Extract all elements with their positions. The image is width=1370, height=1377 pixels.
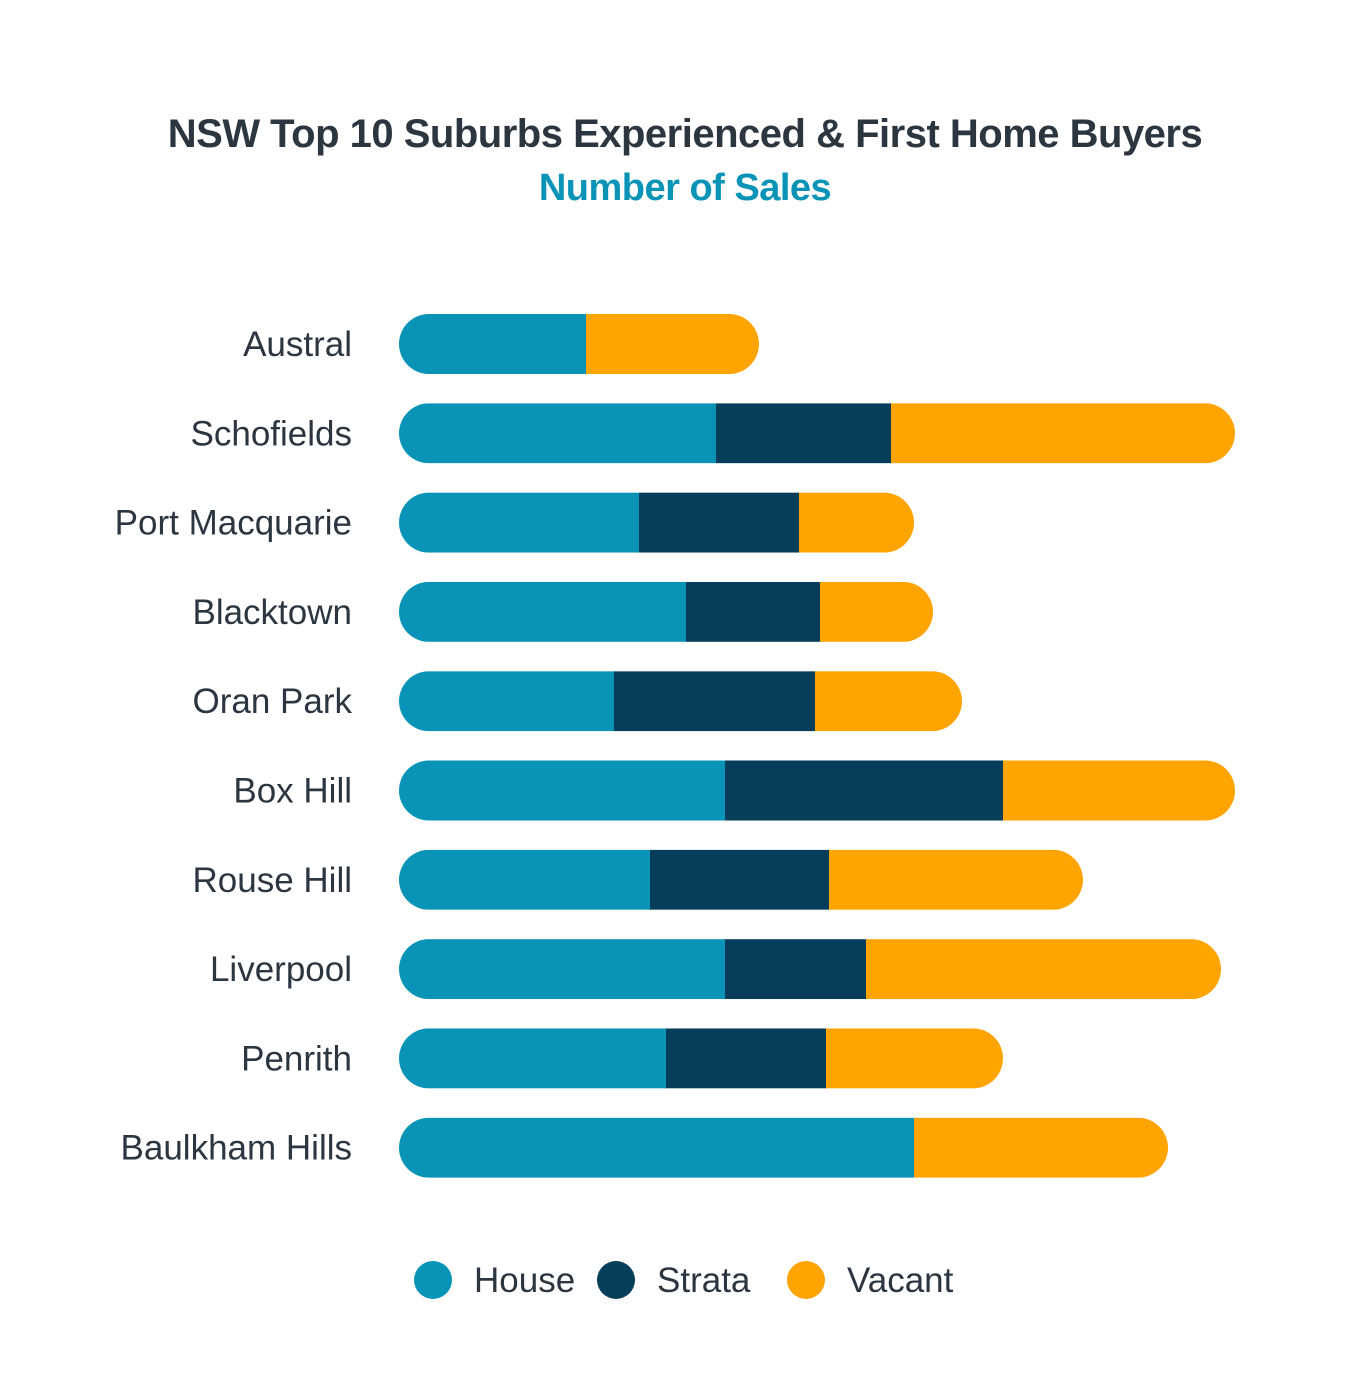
bar-row-blacktown (399, 581, 933, 642)
bar-segment-vacant-austral (586, 314, 759, 374)
category-label-rouse-hill: Rouse Hill (193, 861, 353, 900)
bar-segment-house-liverpool (399, 939, 726, 1000)
category-label-port-macquarie: Port Macquarie (115, 504, 352, 543)
bar-segment-strata-rouse-hill (650, 849, 830, 910)
legend: House Strata Vacant (414, 1261, 954, 1300)
bar-row-austral (399, 314, 759, 374)
bar-segment-vacant-liverpool (866, 939, 1221, 1000)
bar-segment-vacant-schofields (891, 403, 1235, 464)
chart-title: NSW Top 10 Suburbs Experienced & First H… (167, 112, 1203, 156)
bar-segment-strata-penrith (666, 1028, 827, 1089)
category-label-oran-park: Oran Park (193, 682, 353, 721)
bar-row-port-macquarie (399, 492, 914, 553)
legend-swatch-house (414, 1261, 452, 1299)
bar-segment-strata-liverpool (725, 939, 867, 1000)
bar-row-box-hill (399, 760, 1235, 821)
bar-segment-vacant-oran-park (815, 671, 962, 732)
bar-segment-house-blacktown (399, 581, 687, 642)
bar-row-schofields (399, 403, 1235, 464)
bars-layer (399, 314, 1235, 1178)
bar-segment-house-baulkham-hills (399, 1117, 915, 1178)
bar-row-rouse-hill (399, 849, 1083, 910)
bar-segment-strata-box-hill (725, 760, 1004, 821)
bar-segment-vacant-blacktown (820, 581, 933, 642)
bar-segment-house-port-macquarie (399, 492, 640, 553)
bar-segment-vacant-port-macquarie (799, 492, 914, 553)
bar-segment-house-austral (399, 314, 587, 374)
bar-row-liverpool (399, 939, 1221, 1000)
bar-segment-house-schofields (399, 403, 717, 464)
bar-segment-house-penrith (399, 1028, 667, 1089)
bar-segment-strata-port-macquarie (639, 492, 800, 553)
category-label-penrith: Penrith (241, 1039, 352, 1078)
bar-row-penrith (399, 1028, 1003, 1089)
bar-segment-house-oran-park (399, 671, 615, 732)
category-label-austral: Austral (243, 325, 352, 364)
category-label-baulkham-hills: Baulkham Hills (121, 1129, 352, 1168)
bar-segment-house-rouse-hill (399, 849, 651, 910)
bar-row-baulkham-hills (399, 1117, 1168, 1178)
bar-segment-vacant-baulkham-hills (914, 1117, 1168, 1178)
category-labels: Austral Schofields Port Macquarie Blacktown… (115, 325, 353, 1168)
bar-segment-strata-schofields (716, 403, 892, 464)
category-label-box-hill: Box Hill (233, 772, 352, 811)
category-label-blacktown: Blacktown (192, 593, 352, 632)
category-label-schofields: Schofields (191, 414, 352, 453)
legend-label-strata: Strata (657, 1261, 751, 1300)
legend-label-vacant: Vacant (847, 1261, 954, 1300)
bar-segment-strata-oran-park (614, 671, 816, 732)
bar-segment-house-box-hill (399, 760, 726, 821)
legend-label-house: House (474, 1261, 575, 1300)
bar-segment-vacant-box-hill (1003, 760, 1235, 821)
chart-subtitle: Number of Sales (538, 167, 832, 209)
bar-segment-vacant-penrith (826, 1028, 1003, 1089)
bar-row-oran-park (399, 671, 962, 732)
category-label-liverpool: Liverpool (210, 950, 352, 989)
legend-swatch-strata (597, 1261, 635, 1299)
bar-segment-strata-blacktown (686, 581, 821, 642)
bar-segment-vacant-rouse-hill (829, 849, 1083, 910)
legend-swatch-vacant (787, 1261, 825, 1299)
